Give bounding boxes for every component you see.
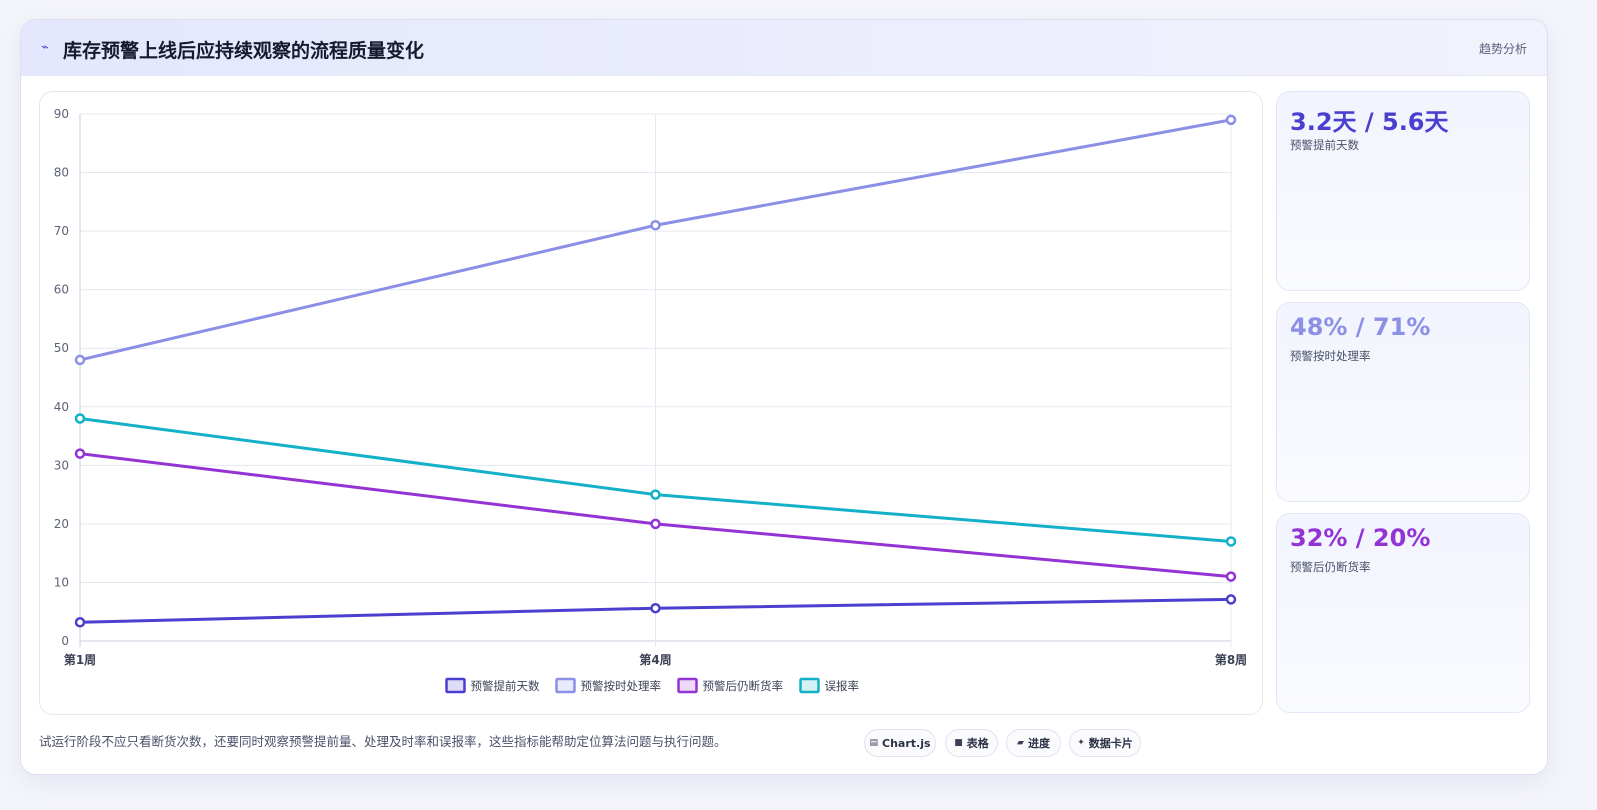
x-tick-label: 第8周 (1215, 652, 1247, 667)
dashboard-card: ⌁ 库存预警上线后应持续观察的流程质量变化 趋势分析 0 10 20 30 40 50 60… (20, 19, 1548, 775)
data-point (1225, 594, 1237, 605)
y-tick-label: 40 (54, 400, 69, 414)
legend-swatch (555, 677, 576, 694)
footer-note: 试运行阶段不应只看断货次数，还要同时观察预警提前量、处理及时率和误报率，这些指标… (39, 734, 727, 749)
legend-swatch (445, 677, 466, 694)
chip-progress[interactable]: ▰ 进度 (1006, 729, 1061, 757)
table-icon: ■ (954, 738, 963, 748)
y-tick-label: 70 (54, 224, 69, 238)
y-tick-label: 60 (54, 283, 69, 297)
data-point (650, 602, 661, 614)
data-point (1225, 114, 1237, 126)
data-point (650, 489, 661, 500)
chart-icon: ▤ (869, 738, 878, 748)
chip-data-cards[interactable]: ✦ 数据卡片 (1069, 729, 1141, 757)
chip-label: 进度 (1027, 737, 1050, 750)
x-tick-label: 第4周 (639, 652, 671, 667)
chip-label: 数据卡片 (1088, 737, 1133, 750)
stat-value: 48% / 71% (1290, 313, 1431, 341)
progress-icon: ▰ (1017, 738, 1024, 748)
stat-card-on-time-rate: 48% / 71% 预警按时处理率 (1276, 302, 1530, 502)
data-point (74, 448, 86, 459)
chart-panel: 0 10 20 30 40 50 60 70 80 90 第1周 第4周 第8周预警提前天数 预警按时处理… (39, 91, 1263, 715)
trend-analysis-tag: 趋势分析 (1478, 42, 1527, 56)
x-tick-label: 第1周 (64, 652, 96, 667)
sparkle-icon: ✦ (1077, 738, 1085, 748)
data-point (1225, 571, 1237, 582)
stat-label: 预警按时处理率 (1290, 349, 1371, 363)
stat-card-stockout-rate: 32% / 20% 预警后仍断货率 (1276, 513, 1530, 713)
y-tick-label: 0 (61, 634, 69, 648)
stat-label: 预警后仍断货率 (1290, 560, 1371, 574)
y-tick-label: 50 (54, 341, 69, 355)
stat-card-lead-days: 3.2天 / 5.6天 预警提前天数 (1276, 91, 1530, 291)
chip-label: 表格 (966, 737, 989, 750)
legend-swatch (677, 677, 698, 694)
legend-label: 预警提前天数 (471, 679, 540, 693)
y-tick-label: 90 (54, 107, 69, 121)
y-tick-label: 20 (54, 517, 69, 531)
trend-spark-icon: ⌁ (41, 40, 49, 55)
card-header: ⌁ 库存预警上线后应持续观察的流程质量变化 趋势分析 (21, 20, 1547, 76)
chip-label: Chart.js (882, 736, 931, 750)
legend-label: 预警按时处理率 (581, 679, 662, 693)
y-tick-label: 30 (54, 458, 69, 472)
legend-swatch (799, 677, 820, 694)
stat-value: 32% / 20% (1290, 524, 1431, 552)
y-tick-label: 10 (54, 575, 69, 589)
data-point (650, 220, 661, 231)
y-tick-label: 80 (54, 166, 69, 180)
data-point (74, 413, 86, 424)
data-point (74, 617, 86, 628)
chip-table[interactable]: ■ 表格 (945, 729, 998, 757)
data-point (1225, 536, 1237, 547)
legend-label: 预警后仍断货率 (703, 679, 784, 693)
chip-chartjs[interactable]: ▤ Chart.js (864, 729, 936, 757)
data-point (650, 518, 661, 530)
page-title: 库存预警上线后应持续观察的流程质量变化 (63, 40, 425, 62)
data-point (74, 354, 86, 366)
stat-value: 3.2天 / 5.6天 (1290, 108, 1449, 136)
legend-label: 误报率 (825, 679, 860, 693)
stat-label: 预警提前天数 (1290, 138, 1359, 152)
